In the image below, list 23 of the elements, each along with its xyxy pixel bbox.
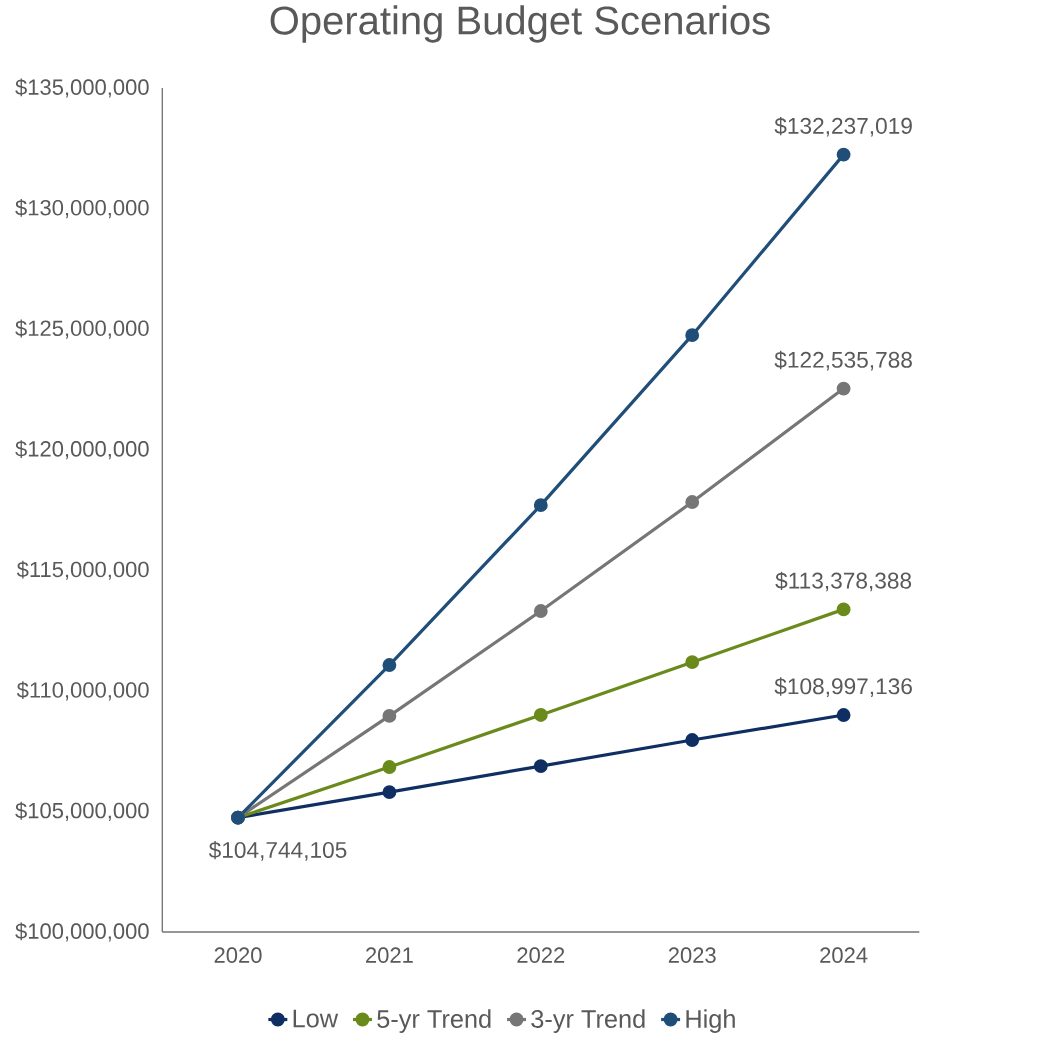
data-label: $132,237,019	[774, 116, 912, 137]
data-label: $122,535,788	[774, 350, 912, 371]
y-tick-label: $120,000,000	[15, 440, 149, 460]
data-label: $113,378,388	[775, 571, 912, 592]
y-tick-label: $100,000,000	[15, 922, 149, 942]
x-tick-label: 2022	[517, 947, 565, 963]
data-label: $108,997,136	[774, 677, 912, 697]
data-label: $104,744,105	[208, 840, 347, 861]
x-tick-label: 2021	[366, 947, 413, 963]
y-tick-label: $115,000,000	[16, 560, 149, 580]
legend-label: Low	[293, 1009, 339, 1028]
x-tick-label: 2023	[668, 947, 716, 963]
y-tick-label: $135,000,000	[15, 78, 149, 98]
y-tick-label: $130,000,000	[15, 199, 149, 219]
legend-label: High	[686, 1009, 735, 1033]
y-tick-label: $105,000,000	[15, 801, 149, 821]
x-tick-label: 2024	[820, 947, 868, 963]
legend-label: 5-yr Trend	[377, 1009, 491, 1033]
y-tick-label: $110,000,000	[16, 681, 149, 701]
chart-title: Operating Budget Scenarios	[270, 5, 770, 43]
x-tick-label: 2020	[214, 947, 262, 963]
y-tick-label: $125,000,000	[15, 319, 149, 339]
legend-label: 3-yr Trend	[531, 1009, 645, 1033]
